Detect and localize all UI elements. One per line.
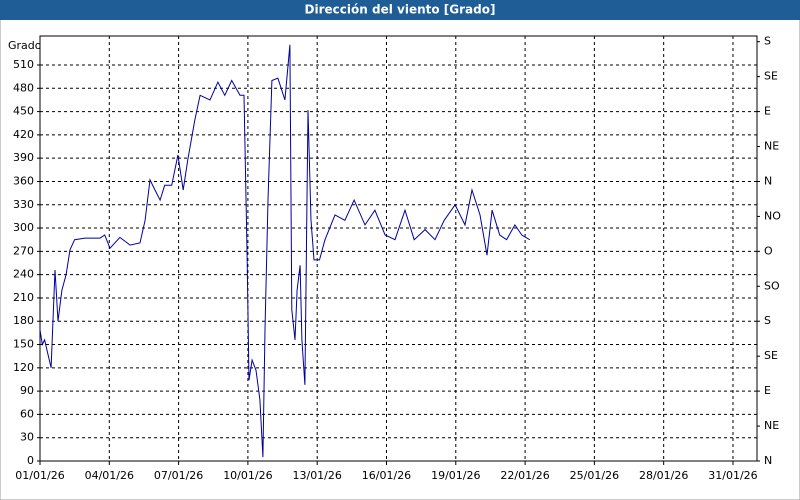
y2-tick-label: NO <box>764 209 781 222</box>
y-tick-label: 0 <box>27 454 34 467</box>
y-tick-label: 330 <box>13 198 34 211</box>
y2-tick-label: E <box>764 384 771 397</box>
x-tick-label: 19/01/26 <box>431 469 480 482</box>
y2-tick-label: N <box>764 174 772 187</box>
y-tick-label: 180 <box>13 314 34 327</box>
y2-tick-label: S <box>764 35 771 48</box>
y2-tick-label: E <box>764 105 771 118</box>
x-tick-label: 07/01/26 <box>154 469 203 482</box>
x-tick-label: 10/01/26 <box>223 469 272 482</box>
y-tick-label: 270 <box>13 244 34 257</box>
y-tick-label: 210 <box>13 291 34 304</box>
y2-tick-label: O <box>764 244 773 257</box>
y-tick-label: 240 <box>13 268 34 281</box>
x-tick-label: 22/01/26 <box>500 469 549 482</box>
y2-tick-label: NE <box>764 140 779 153</box>
plot-area <box>39 35 758 462</box>
y2-tick-label: SE <box>764 349 778 362</box>
y-tick-label: 480 <box>13 81 34 94</box>
x-tick-label: 04/01/26 <box>85 469 134 482</box>
x-tick-label: 01/01/26 <box>15 469 64 482</box>
x-tick-label: 16/01/26 <box>362 469 411 482</box>
y-tick-label: 60 <box>20 407 34 420</box>
y-tick-label: 120 <box>13 361 34 374</box>
y-tick-label: 360 <box>13 174 34 187</box>
data-line <box>39 44 530 458</box>
y2-tick-label: N <box>764 454 772 467</box>
chart-title: Dirección del viento [Grado] <box>305 3 496 17</box>
y-tick-label: 300 <box>13 221 34 234</box>
y2-tick-label: NE <box>764 419 779 432</box>
y-tick-label: 90 <box>20 384 34 397</box>
y-tick-label: 450 <box>13 105 34 118</box>
y-axis-label: Grado <box>8 39 42 52</box>
y-tick-label: 510 <box>13 58 34 71</box>
x-tick-label: 31/01/26 <box>708 469 757 482</box>
y-tick-label: 150 <box>13 338 34 351</box>
x-tick-label: 13/01/26 <box>292 469 341 482</box>
y-tick-label: 30 <box>20 431 34 444</box>
x-tick-label: 25/01/26 <box>570 469 619 482</box>
y2-tick-label: SE <box>764 70 778 83</box>
title-bar <box>0 0 800 20</box>
y2-tick-label: S <box>764 314 771 327</box>
y-tick-label: 390 <box>13 151 34 164</box>
y-tick-label: 420 <box>13 128 34 141</box>
x-tick-label: 28/01/26 <box>639 469 688 482</box>
y2-tick-label: SO <box>764 279 780 292</box>
